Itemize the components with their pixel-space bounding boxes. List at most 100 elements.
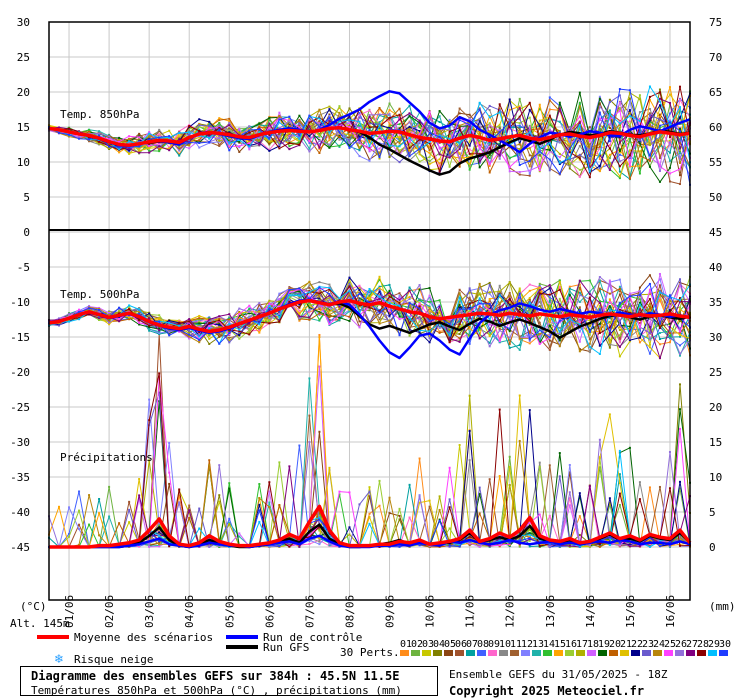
member-precip-line-point [158, 524, 161, 527]
member-precip-line-point [148, 398, 151, 401]
member-t850-line-point [488, 142, 491, 145]
member-t500-line-point [458, 303, 461, 306]
member-t850-line-point [418, 150, 421, 153]
member-t850-line-point [438, 165, 441, 168]
member-t850-line-point [578, 175, 581, 178]
member-t850-line-point [608, 98, 611, 101]
member-t500-line-point [638, 326, 641, 329]
member-t850-line-point [118, 140, 121, 143]
member-t850-line-point [148, 130, 151, 133]
member-t500-line-point [498, 340, 501, 343]
member-t500-line-point [408, 320, 411, 323]
member-t500-line-point [108, 310, 111, 313]
member-t850-line-point [658, 135, 661, 138]
member-t850-line-point [88, 130, 91, 133]
member-t500-line-point [448, 331, 451, 334]
member-t850-line-point [338, 106, 341, 109]
member-t500-line-point [348, 282, 351, 285]
member-t850-line-point [408, 128, 411, 131]
member-t500-line-point [518, 296, 521, 299]
member-t500-line-point [428, 301, 431, 304]
member-t500-line-point [598, 322, 601, 325]
member-t850-line-point [478, 130, 481, 133]
member-precip-line-point [318, 540, 321, 543]
member-t850-line-point [458, 160, 461, 163]
member-t500-line-point [678, 335, 681, 338]
member-t500-line-point [448, 322, 451, 325]
member-t850-line-point [568, 158, 571, 161]
member-t500-line-point [208, 333, 211, 336]
member-t500-line-point [438, 310, 441, 313]
member-t500-line-point [548, 321, 551, 324]
member-precip-line-point [468, 544, 471, 547]
member-t850-line-point [638, 129, 641, 132]
member-t500-line-point [248, 304, 251, 307]
member-t500-line-point [578, 350, 581, 353]
member-t500-line-point [328, 305, 331, 308]
member-t850-line-point [378, 147, 381, 150]
member-t500-line-point [428, 329, 431, 332]
member-t850-line-point [548, 143, 551, 146]
member-t500-line-point [468, 291, 471, 294]
member-t850-line-point [668, 159, 671, 162]
member-t850-line-point [668, 139, 671, 142]
member-t850-line-point [498, 109, 501, 112]
member-precip-line-point [508, 465, 511, 468]
member-t850-line-point [628, 157, 631, 160]
member-t500-line-point [668, 299, 671, 302]
member-t850-line-point [348, 138, 351, 141]
member-precip-line-point [668, 544, 671, 547]
member-precip-line-point [478, 492, 481, 495]
member-t850-line-point [628, 174, 631, 177]
member-t500-line-point [608, 301, 611, 304]
member-t850-line-point [618, 94, 621, 97]
member-t850-line-point [378, 107, 381, 110]
member-t500-line-point [548, 299, 551, 302]
member-t850-line-point [638, 167, 641, 170]
member-precip-line-point [148, 531, 151, 534]
member-t850-line-point [318, 132, 321, 135]
member-t850-line-point [568, 145, 571, 148]
member-t500-line-point [368, 290, 371, 293]
member-t850-line-point [628, 109, 631, 112]
member-t500-line-point [278, 318, 281, 321]
member-t500-line-point [188, 335, 191, 338]
member-t500-line-point [228, 336, 231, 339]
member-t850-line-point [178, 135, 181, 138]
member-t500-line-point [528, 323, 531, 326]
member-precip-line-point [648, 486, 651, 489]
member-t500-line-point [298, 319, 301, 322]
member-t500-line-point [148, 326, 151, 329]
member-t500-line-point [158, 317, 161, 320]
member-t500-line-point [488, 334, 491, 337]
member-t850-line-point [468, 168, 471, 171]
member-t850-line-point [608, 165, 611, 168]
member-t500-line-point [638, 332, 641, 335]
member-precip-line-point [178, 494, 181, 497]
member-t850-line-point [488, 136, 491, 139]
member-t850-line-point [418, 160, 421, 163]
member-t850-line-point [638, 139, 641, 142]
member-t850-line-point [438, 110, 441, 113]
member-t500-line-point [398, 292, 401, 295]
member-t850-line-point [548, 123, 551, 126]
member-precip-line-point [568, 504, 571, 507]
member-t500-line-point [468, 298, 471, 301]
member-t500-line-point [618, 355, 621, 358]
member-t850-line-point [508, 108, 511, 111]
member-t500-line-point [558, 285, 561, 288]
member-t500-line-point [528, 289, 531, 292]
member-t500-line-point [668, 332, 671, 335]
member-t500-line-point [338, 314, 341, 317]
member-t850-line-point [628, 140, 631, 143]
member-t850-line-point [268, 140, 271, 143]
member-t500-line-point [308, 295, 311, 298]
member-t850-line-point [208, 122, 211, 125]
member-t500-line-point [648, 332, 651, 335]
member-precip-line-point [428, 505, 431, 508]
member-precip-line-point [268, 506, 271, 509]
member-t850-line-point [448, 152, 451, 155]
member-precip-line-point [318, 336, 321, 339]
member-precip-line-point [678, 427, 681, 430]
